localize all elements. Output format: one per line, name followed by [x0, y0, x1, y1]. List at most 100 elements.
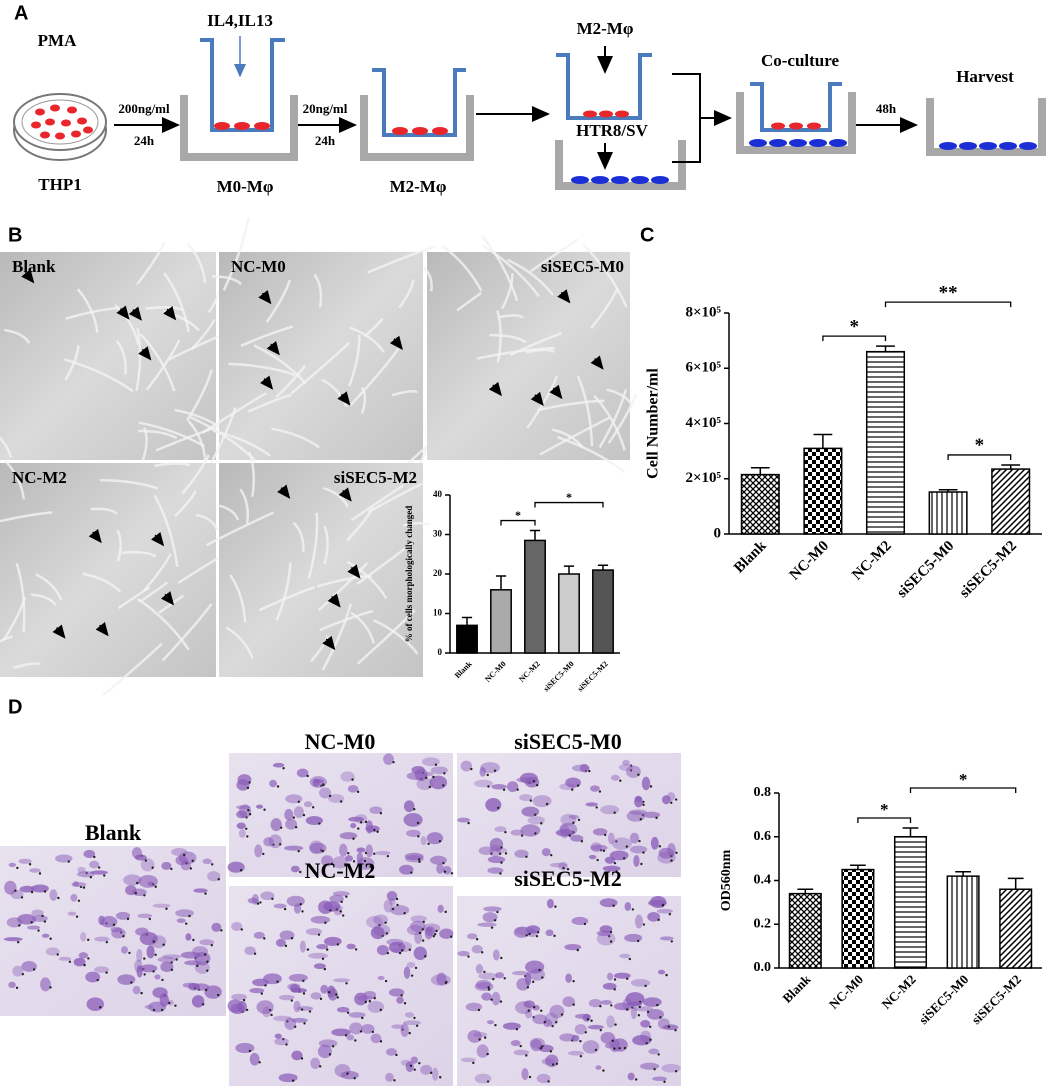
cell-texture	[439, 928, 454, 939]
pore-texture	[525, 855, 528, 858]
arrow	[488, 381, 502, 397]
cell-texture	[436, 863, 444, 874]
cell-texture	[541, 1058, 555, 1065]
pore-texture	[586, 1018, 590, 1021]
arrow	[95, 622, 109, 637]
pore-texture	[134, 891, 138, 895]
diagram-text: 24h	[134, 133, 155, 148]
cell-texture	[413, 946, 428, 960]
micrograph-label: NC-M0	[231, 257, 286, 276]
cell-texture	[139, 931, 158, 946]
cell-texture	[633, 1006, 654, 1012]
pore-texture	[649, 1038, 652, 1041]
bar	[524, 539, 546, 654]
cell-texture	[607, 832, 615, 845]
cell-texture	[293, 806, 305, 819]
cell-texture	[600, 1032, 616, 1044]
cell-texture	[642, 997, 662, 1007]
cell-texture	[284, 808, 294, 821]
pore-texture	[478, 1038, 481, 1041]
pore-texture	[613, 861, 617, 865]
cell-texture	[231, 993, 247, 1001]
cell-texture	[212, 429, 271, 457]
pore-texture	[535, 784, 539, 787]
x-tick-label: siSEC5-M2	[968, 972, 1024, 1028]
pore-texture	[30, 921, 33, 924]
cell-texture	[121, 946, 128, 954]
cell-texture	[308, 952, 328, 959]
cell-texture	[509, 332, 562, 357]
pore-texture	[549, 1050, 553, 1053]
pore-texture	[538, 968, 541, 972]
cell-texture	[661, 1063, 681, 1073]
arrow	[258, 289, 272, 305]
pore-texture	[408, 1031, 411, 1035]
pore-texture	[493, 769, 497, 772]
pore-texture	[665, 973, 668, 977]
cell-texture	[193, 983, 210, 991]
cell-texture	[476, 1044, 489, 1058]
cell-texture	[333, 978, 350, 983]
cell-texture	[225, 626, 254, 659]
pore-texture	[392, 760, 395, 764]
pore-texture	[631, 908, 635, 911]
cell-texture	[629, 832, 640, 844]
pore-texture	[165, 907, 168, 910]
cell-texture	[217, 504, 240, 521]
pore-texture	[369, 865, 372, 868]
x-tick-label: Blank	[779, 971, 814, 1006]
cell-texture	[582, 244, 628, 308]
cell-texture	[291, 1050, 303, 1061]
pore-texture	[347, 851, 350, 855]
pore-texture	[417, 858, 421, 861]
cell-texture	[123, 874, 142, 886]
cell-texture	[465, 1002, 483, 1012]
cell-texture	[365, 844, 373, 858]
cell-texture	[511, 970, 529, 976]
micrograph-label: Blank	[85, 820, 142, 845]
pore-texture	[151, 866, 154, 869]
cell-texture	[532, 795, 552, 808]
pore-texture	[400, 994, 403, 997]
pore-texture	[498, 852, 502, 856]
insert	[200, 38, 285, 132]
cell-texture	[252, 978, 269, 987]
pore-texture	[519, 1044, 522, 1048]
cell-texture	[514, 849, 529, 858]
pore-texture	[467, 955, 470, 958]
cell-texture	[319, 609, 374, 632]
pore-texture	[494, 1023, 497, 1027]
pore-texture	[579, 1040, 582, 1043]
pore-texture	[572, 979, 575, 983]
cell-texture	[398, 279, 415, 309]
pore-texture	[15, 986, 19, 990]
arrow	[160, 591, 175, 606]
cell-texture	[529, 238, 579, 273]
cell-texture	[536, 1073, 551, 1084]
pore-texture	[96, 978, 99, 982]
pore-texture	[345, 982, 348, 985]
pore-texture	[599, 1005, 602, 1008]
cell-texture	[590, 287, 619, 330]
cell-texture	[385, 1072, 394, 1082]
cell-texture	[356, 852, 364, 864]
cell-texture	[519, 794, 533, 802]
pore-texture	[483, 970, 486, 974]
pore-texture	[354, 1039, 357, 1042]
pore-texture	[637, 1014, 641, 1017]
pore-texture	[487, 785, 490, 788]
cells	[392, 127, 448, 135]
pore-texture	[143, 957, 146, 960]
cell-texture	[489, 333, 527, 344]
pore-texture	[611, 1039, 614, 1043]
cell-texture	[67, 911, 77, 916]
pore-texture	[626, 1008, 629, 1011]
pore-texture	[361, 1016, 364, 1020]
pore-texture	[271, 897, 274, 900]
pore-texture	[551, 1024, 554, 1028]
cell-texture	[350, 484, 404, 522]
cell-texture	[565, 973, 572, 983]
cell-texture	[492, 949, 500, 961]
cell-texture	[613, 1002, 631, 1011]
